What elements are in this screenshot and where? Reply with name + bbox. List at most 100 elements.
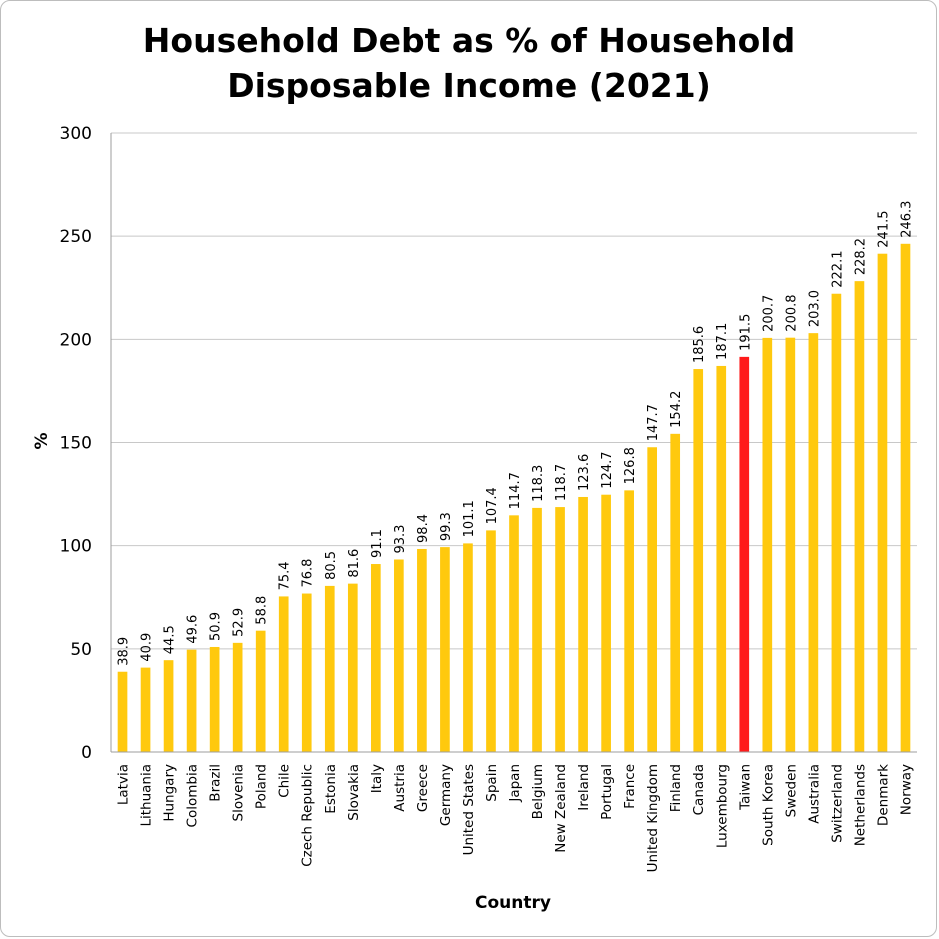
data-labels: 38.9 40.9 44.5 49.6 50.9 52.9 58.8 75.4 76.8 80.5… — [117, 201, 915, 666]
x-tick-label: Hungary — [162, 764, 178, 822]
data-label: 147.7 — [646, 404, 661, 441]
y-tick-label: 50 — [70, 640, 92, 660]
y-tick-label: 0 — [81, 743, 92, 763]
x-tick-label: France — [622, 764, 638, 809]
x-tick-label: United Kingdom — [645, 764, 661, 872]
data-label: 107.4 — [485, 487, 500, 524]
bar-slovakia — [347, 583, 358, 752]
data-label: 191.5 — [738, 314, 753, 351]
x-tick-label: Estonia — [323, 764, 339, 814]
chart-title-line-2: Disposable Income (2021) — [227, 66, 711, 105]
data-label: 99.3 — [439, 512, 454, 541]
data-label: 40.9 — [140, 633, 155, 662]
y-tick-label: 150 — [60, 434, 92, 454]
data-label: 118.7 — [554, 464, 569, 501]
bar-spain — [486, 530, 496, 752]
x-tick-label: Slovakia — [346, 764, 362, 821]
x-tick-label: Colombia — [185, 764, 201, 827]
x-tick-label: Slovenia — [231, 764, 247, 821]
bar-denmark — [877, 253, 888, 752]
x-tick-label: Switzerland — [829, 764, 845, 843]
data-label: 58.8 — [255, 596, 270, 625]
data-label: 222.1 — [830, 251, 845, 288]
data-label: 80.5 — [324, 551, 339, 580]
y-tick-label: 200 — [60, 330, 92, 350]
bar-united-states — [463, 543, 473, 752]
bar-france — [624, 490, 634, 752]
bar-germany — [440, 547, 450, 752]
x-tick-label: Portugal — [599, 764, 615, 820]
bar-finland — [670, 433, 681, 752]
bar-brazil — [209, 646, 220, 752]
x-tick-label: Czech Republic — [300, 764, 316, 867]
bar-netherlands — [854, 281, 865, 752]
bar-hungary — [163, 660, 174, 752]
data-label: 200.8 — [784, 294, 799, 331]
bar-taiwan — [739, 356, 750, 752]
bar-new-zealand — [555, 507, 565, 752]
bar-colombia — [186, 649, 197, 752]
x-tick-label: Japan — [507, 764, 523, 803]
x-tick-label: Netherlands — [852, 764, 868, 846]
data-label: 118.3 — [531, 465, 546, 502]
data-label: 91.1 — [370, 529, 385, 558]
chart-title-line-1: Household Debt as % of Household — [143, 21, 795, 60]
data-label: 123.6 — [577, 454, 592, 491]
x-tick-label: Taiwan — [737, 764, 753, 811]
data-label: 49.6 — [186, 615, 201, 644]
bar-portugal — [601, 494, 611, 752]
bar-norway — [900, 243, 911, 752]
x-tick-label: Latvia — [116, 764, 132, 805]
data-label: 76.8 — [301, 559, 316, 588]
y-tick-label: 250 — [60, 227, 92, 247]
bar-luxembourg — [716, 365, 727, 752]
data-label: 246.3 — [899, 201, 914, 238]
data-label: 75.4 — [278, 561, 293, 590]
y-tick-label: 300 — [60, 124, 92, 144]
x-tick-label: United States — [461, 764, 477, 855]
data-label: 185.6 — [692, 326, 707, 363]
x-tick-label: Spain — [484, 764, 500, 802]
y-axis-title: % — [32, 432, 52, 449]
bar-sweden — [785, 337, 796, 752]
x-tick-label: New Zealand — [553, 764, 569, 853]
bar-estonia — [324, 585, 335, 752]
x-tick-label: Denmark — [875, 764, 891, 826]
x-tick-label: Canada — [691, 764, 707, 815]
x-axis-title: Country — [475, 893, 551, 913]
bar-latvia — [117, 671, 128, 752]
data-label: 228.2 — [853, 238, 868, 275]
data-label: 44.5 — [163, 625, 178, 654]
y-tick-label: 100 — [60, 537, 92, 557]
x-tick-label: Chile — [277, 764, 293, 798]
bar-switzerland — [831, 293, 842, 752]
data-label: 38.9 — [117, 637, 132, 666]
data-label: 124.7 — [600, 451, 615, 488]
data-label: 154.2 — [669, 391, 684, 428]
data-label: 52.9 — [232, 608, 247, 637]
bar-chile — [278, 596, 289, 752]
bar-poland — [255, 630, 266, 752]
x-tick-label: Italy — [369, 764, 385, 793]
x-tick-label: Brazil — [208, 764, 224, 802]
bar-greece — [417, 548, 427, 752]
gridlines — [111, 132, 917, 650]
bar-united-kingdom — [647, 447, 658, 752]
x-tick-label: South Korea — [760, 764, 776, 846]
x-tick-label: Germany — [438, 764, 454, 826]
x-tick-label: Belgium — [530, 764, 546, 819]
data-label: 98.4 — [416, 514, 431, 543]
data-label: 114.7 — [508, 472, 523, 509]
x-tick-label: Austria — [392, 764, 408, 812]
x-tick-label: Australia — [806, 764, 822, 824]
bar-ireland — [578, 496, 588, 752]
bar-south-korea — [762, 337, 773, 752]
data-label: 241.5 — [876, 210, 891, 247]
x-tick-label: Lithuania — [139, 764, 155, 827]
data-label: 187.1 — [715, 323, 730, 360]
x-tick-label: Luxembourg — [714, 764, 730, 848]
data-label: 200.7 — [761, 295, 776, 332]
data-label: 203.0 — [807, 290, 822, 327]
bar-slovenia — [232, 642, 243, 752]
data-label: 93.3 — [393, 525, 408, 554]
